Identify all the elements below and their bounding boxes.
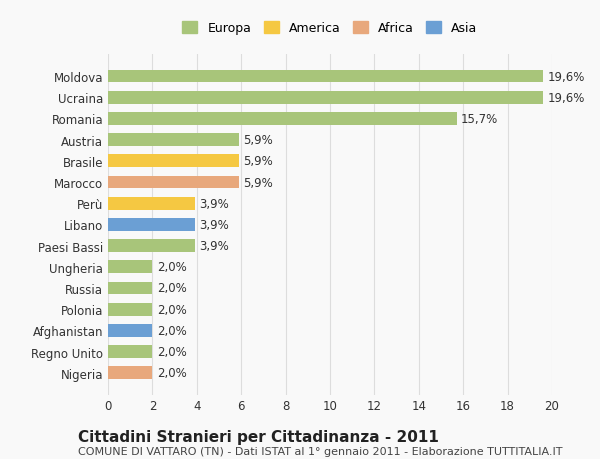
Text: COMUNE DI VATTARO (TN) - Dati ISTAT al 1° gennaio 2011 - Elaborazione TUTTITALIA: COMUNE DI VATTARO (TN) - Dati ISTAT al 1…	[78, 446, 563, 456]
Text: 2,0%: 2,0%	[157, 303, 187, 316]
Text: 2,0%: 2,0%	[157, 261, 187, 274]
Bar	[108, 261, 152, 274]
Bar	[108, 113, 457, 125]
Text: 2,0%: 2,0%	[157, 324, 187, 337]
Text: 19,6%: 19,6%	[548, 91, 585, 105]
Text: Cittadini Stranieri per Cittadinanza - 2011: Cittadini Stranieri per Cittadinanza - 2…	[78, 429, 439, 444]
Bar	[108, 71, 543, 83]
Bar	[108, 176, 239, 189]
Bar	[108, 346, 152, 358]
Bar	[108, 92, 543, 104]
Text: 2,0%: 2,0%	[157, 366, 187, 380]
Bar	[108, 240, 194, 252]
Text: 2,0%: 2,0%	[157, 345, 187, 358]
Bar	[108, 218, 194, 231]
Bar	[108, 197, 194, 210]
Bar	[108, 325, 152, 337]
Text: 5,9%: 5,9%	[244, 134, 273, 147]
Text: 19,6%: 19,6%	[548, 70, 585, 84]
Bar	[108, 155, 239, 168]
Text: 15,7%: 15,7%	[461, 112, 498, 126]
Legend: Europa, America, Africa, Asia: Europa, America, Africa, Asia	[178, 17, 482, 40]
Text: 2,0%: 2,0%	[157, 282, 187, 295]
Bar	[108, 303, 152, 316]
Text: 3,9%: 3,9%	[199, 240, 229, 252]
Text: 5,9%: 5,9%	[244, 176, 273, 189]
Bar	[108, 134, 239, 147]
Bar	[108, 367, 152, 379]
Text: 3,9%: 3,9%	[199, 197, 229, 210]
Text: 5,9%: 5,9%	[244, 155, 273, 168]
Bar	[108, 282, 152, 295]
Text: 3,9%: 3,9%	[199, 218, 229, 231]
